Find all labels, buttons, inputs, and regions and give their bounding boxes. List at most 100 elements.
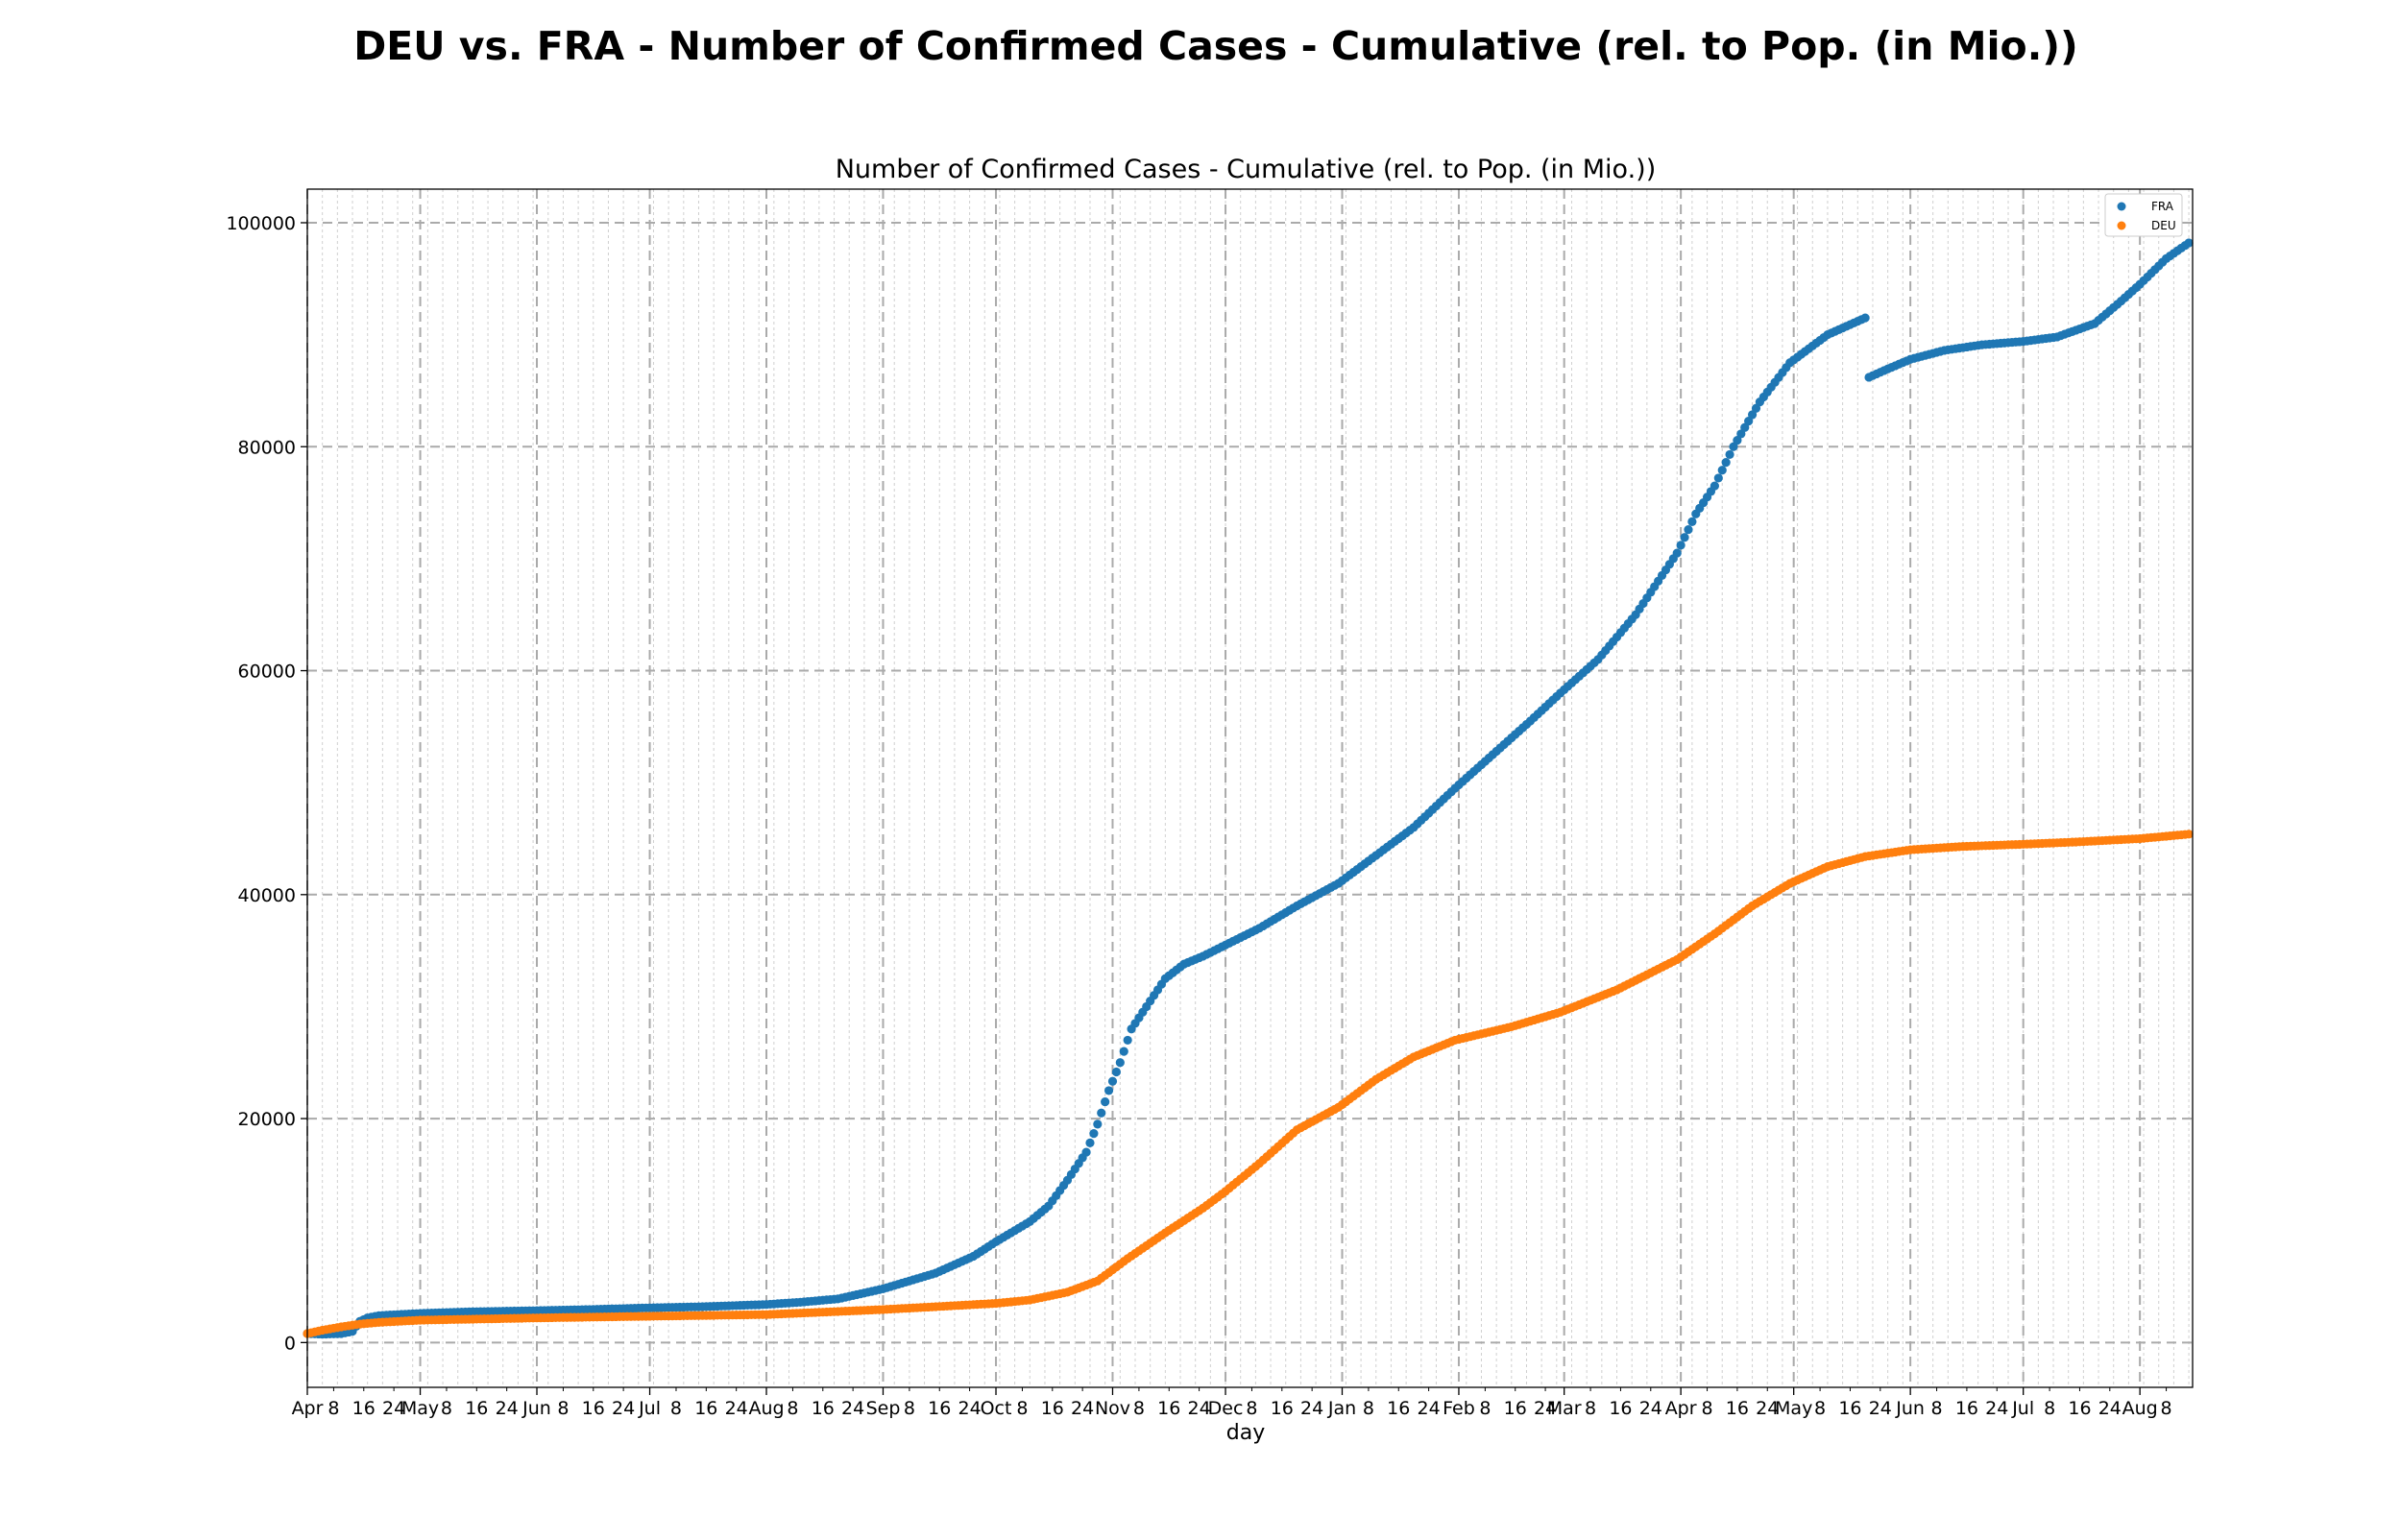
data-point [1744, 417, 1754, 426]
data-point [1107, 1076, 1118, 1086]
x-minor-tick-label: 16 [352, 1398, 376, 1419]
data-point [1717, 466, 1727, 475]
data-point [1713, 473, 1723, 483]
data-points [303, 238, 2194, 1339]
data-point [1101, 1096, 1110, 1107]
x-minor-tick-label: 8 [787, 1398, 798, 1419]
x-minor-tick-label: 24 [382, 1398, 405, 1419]
x-minor-tick-label: 16 [694, 1398, 717, 1419]
data-point [1676, 541, 1686, 550]
x-tick-label: Apr [292, 1398, 324, 1419]
x-tick-label: Aug [2122, 1398, 2158, 1419]
x-tick-label: Aug [748, 1398, 784, 1419]
x-minor-tick-label: 24 [1418, 1398, 1441, 1419]
x-tick-label: Nov [1095, 1398, 1130, 1419]
data-point [1736, 429, 1746, 439]
data-point [1672, 548, 1682, 558]
chart-title: Number of Confirmed Cases - Cumulative (… [836, 155, 1657, 184]
data-point [1747, 410, 1758, 420]
x-minor-tick-label: 8 [1479, 1398, 1491, 1419]
data-point [1733, 435, 1742, 445]
x-minor-tick-label: 8 [557, 1398, 569, 1419]
y-axis-ticks: 0 20000 40000 60000 80000 100000 [226, 213, 307, 1354]
data-point [1729, 442, 1738, 451]
x-minor-tick-label: 24 [1756, 1398, 1779, 1419]
x-minor-tick-label: 24 [841, 1398, 864, 1419]
data-point [1103, 1086, 1114, 1095]
x-tick-label: Apr [1665, 1398, 1697, 1419]
x-minor-tick-label: 8 [1133, 1398, 1145, 1419]
x-minor-tick-label: 16 [928, 1398, 951, 1419]
data-point [1089, 1129, 1099, 1139]
x-minor-tick-label: 24 [496, 1398, 519, 1419]
x-minor-tick-label: 8 [2044, 1398, 2055, 1419]
x-tick-label: Jun [1895, 1398, 1925, 1419]
plot-area [307, 189, 2193, 1387]
data-point [2184, 238, 2194, 248]
x-tick-label: Jan [1327, 1398, 1356, 1419]
x-minor-tick-label: 8 [1931, 1398, 1943, 1419]
x-minor-tick-label: 8 [1702, 1398, 1713, 1419]
x-minor-tick-label: 8 [904, 1398, 915, 1419]
legend: FRA DEU [2104, 193, 2183, 237]
x-minor-tick-label: 8 [1585, 1398, 1596, 1419]
series-deu [303, 830, 2194, 1338]
data-point [1751, 403, 1761, 413]
x-minor-tick-label: 8 [1363, 1398, 1374, 1419]
legend-label-fra: FRA [2151, 200, 2174, 213]
legend-label-deu: DEU [2151, 219, 2176, 232]
x-tick-label: Mar [1547, 1398, 1582, 1419]
legend-marker-fra [2117, 202, 2126, 211]
major-gridlines [306, 189, 2193, 1387]
x-minor-tick-label: 8 [441, 1398, 452, 1419]
x-minor-tick-label: 24 [1071, 1398, 1094, 1419]
data-point [1860, 313, 1870, 323]
x-tick-label: Sep [866, 1398, 901, 1419]
data-point [1119, 1047, 1128, 1056]
x-tick-label: Dec [1208, 1398, 1244, 1419]
x-tick-label: May [1775, 1398, 1812, 1419]
data-point [1093, 1119, 1103, 1129]
x-minor-tick-label: 24 [1188, 1398, 1211, 1419]
x-tick-label: May [401, 1398, 439, 1419]
y-tick-label: 80000 [238, 437, 296, 458]
x-axis-label: day [1226, 1421, 1265, 1445]
y-tick-label: 100000 [226, 213, 296, 234]
y-tick-label: 0 [284, 1333, 296, 1354]
data-point [1721, 457, 1731, 468]
chart-suptitle: DEU vs. FRA - Number of Confirmed Cases … [353, 23, 2078, 69]
x-minor-tick-label: 8 [670, 1398, 682, 1419]
x-minor-tick-label: 16 [582, 1398, 605, 1419]
x-minor-tick-label: 16 [2068, 1398, 2091, 1419]
x-minor-tick-label: 8 [1016, 1398, 1028, 1419]
data-point [2184, 830, 2194, 839]
x-minor-tick-label: 24 [1300, 1398, 1323, 1419]
x-minor-tick-label: 8 [1246, 1398, 1257, 1419]
data-point [1684, 524, 1693, 535]
axes-frame [306, 188, 2194, 1388]
x-tick-label: Oct [981, 1398, 1012, 1419]
data-point [1081, 1147, 1091, 1157]
x-tick-label: Feb [1443, 1398, 1475, 1419]
data-point [1115, 1058, 1125, 1068]
data-point [1123, 1035, 1132, 1046]
data-point [1740, 422, 1750, 432]
x-minor-tick-label: 16 [1041, 1398, 1064, 1419]
data-point [1725, 449, 1734, 460]
minor-gridlines [306, 189, 2190, 1387]
x-minor-tick-label: 8 [2161, 1398, 2172, 1419]
x-minor-tick-label: 16 [1271, 1398, 1294, 1419]
x-minor-tick-label: 16 [1838, 1398, 1861, 1419]
data-point [1687, 517, 1697, 527]
x-minor-tick-label: 16 [1157, 1398, 1180, 1419]
x-minor-tick-label: 24 [1985, 1398, 2008, 1419]
y-tick-label: 40000 [238, 885, 296, 906]
x-minor-tick-label: 16 [1955, 1398, 1978, 1419]
x-minor-tick-label: 16 [1504, 1398, 1527, 1419]
x-tick-label: Jul [638, 1398, 661, 1419]
x-minor-tick-label: 24 [1639, 1398, 1662, 1419]
x-minor-tick-label: 24 [725, 1398, 748, 1419]
x-minor-tick-label: 8 [327, 1398, 339, 1419]
